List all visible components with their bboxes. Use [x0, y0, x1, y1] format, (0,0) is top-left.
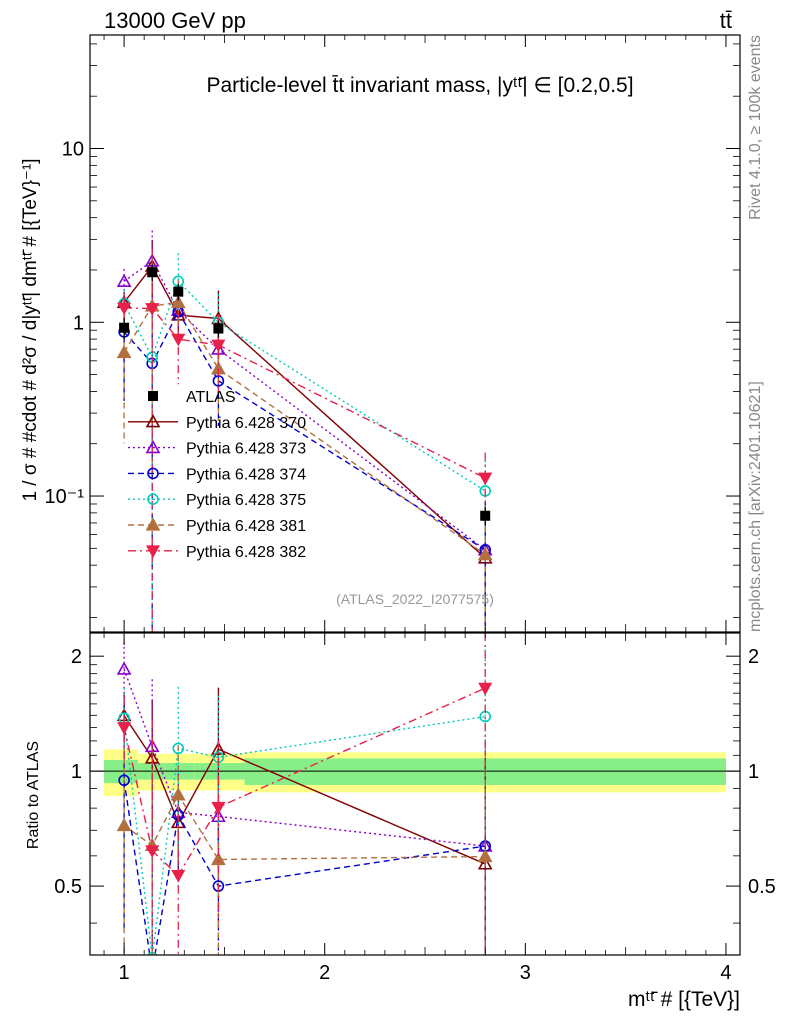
legend: ATLAS Pythia 6.428 370 Pythia 6.428 373 Pyt…	[128, 389, 306, 561]
series-point-4-0	[116, 344, 132, 359]
legend-label-5: Pythia 6.428 382	[186, 544, 306, 561]
watermark: (ATLAS_2022_I2077575)	[336, 591, 494, 607]
ratio-series-layer	[116, 633, 493, 976]
series-point-5-4	[478, 472, 493, 486]
ratio-point-1-0	[116, 661, 132, 675]
series-point-5-3	[211, 339, 226, 353]
data-point-2	[173, 286, 184, 297]
legend-label-0: Pythia 6.428 370	[186, 415, 306, 432]
legend-marker-1	[145, 439, 161, 454]
ratio-tick-label-0: 0.5	[54, 876, 82, 898]
legend-marker-3	[147, 493, 159, 506]
x-tick-label-2: 3	[520, 962, 531, 984]
ratio-point-5-3	[211, 801, 226, 815]
legend-label-data: ATLAS	[186, 389, 236, 406]
ratio-point-5-4	[478, 682, 493, 696]
series-point-1-0	[116, 273, 132, 287]
ratio-point-2-0	[118, 774, 130, 787]
ratio-tick-label-right-1: 1	[748, 761, 759, 783]
ratio-tick-label-2: 2	[71, 646, 82, 668]
legend-label-1: Pythia 6.428 373	[186, 441, 306, 458]
series-point-5-0	[117, 302, 132, 316]
series-point-5-1	[145, 303, 160, 316]
y-tick-label-1: 1	[73, 312, 84, 334]
main-series-layer	[116, 230, 493, 632]
data-point-1	[147, 267, 158, 278]
x-tick-label-3: 4	[720, 962, 731, 984]
legend-marker-data	[148, 391, 158, 401]
side-label-mcplots: mcplots.cern.ch [arXiv:2401.10621]	[747, 381, 764, 632]
data-point-3	[213, 323, 224, 334]
header-left: 13000 GeV pp	[104, 8, 246, 33]
ratio-panel-frame	[89, 632, 741, 956]
ratio-tick-label-1: 1	[71, 761, 82, 783]
legend-marker-2	[147, 467, 159, 480]
x-tick-label-1: 2	[319, 962, 330, 984]
y-tick-label-2: 10	[62, 139, 84, 161]
ratio-point-4-0	[116, 817, 132, 832]
axes-layer: 1 2 3 4 10⁻¹ 1 10 0.5 0.5 1 1 2 2	[45, 35, 776, 984]
ratio-y-axis-label: Ratio to ATLAS	[25, 741, 42, 849]
x-axis-label: mᵗᵗ̄ # [{TeV}]	[628, 988, 740, 1011]
data-point-4	[480, 510, 491, 521]
legend-label-4: Pythia 6.428 381	[186, 518, 306, 535]
ratio-uncertainty-bands	[90, 749, 740, 797]
legend-marker-5	[145, 545, 161, 559]
legend-label-3: Pythia 6.428 375	[186, 492, 306, 509]
ratio-point-5-2	[171, 869, 186, 883]
ratio-point-4-4	[477, 848, 493, 863]
y-tick-label-0: 10⁻¹	[45, 486, 85, 508]
ratio-point-0-3	[211, 741, 226, 755]
x-tick-label-0: 1	[119, 962, 130, 984]
legend-marker-0	[145, 414, 161, 428]
ratio-point-3-2	[172, 742, 185, 755]
side-label-rivet: Rivet 4.1.0, ≥ 100k events	[747, 35, 764, 220]
data-point-0	[119, 322, 130, 333]
main-panel-frame	[89, 34, 741, 633]
ratio-point-5-1	[145, 845, 160, 859]
ratio-point-4-2	[170, 787, 186, 801]
ratio-point-4-3	[211, 851, 226, 866]
series-point-4-4	[477, 546, 493, 561]
series-point-4-2	[170, 294, 186, 309]
ratio-tick-label-right-0: 0.5	[748, 876, 776, 898]
legend-label-2: Pythia 6.428 374	[186, 466, 306, 483]
ratio-point-0-4	[477, 856, 493, 870]
chart-title: Particle-level t̄t invariant mass, |yᵗᵗ̄…	[206, 74, 633, 97]
header-right: tt̄	[720, 8, 732, 33]
ratio-point-2-1	[147, 966, 157, 976]
series-point-5-2	[171, 333, 186, 347]
series-line-5	[124, 307, 486, 479]
ratio-tick-label-right-2: 2	[748, 646, 759, 668]
legend-marker-4	[145, 517, 161, 531]
y-axis-label: 1 / σ # #cdot # d²σ / d|yᵗᵗ̄| dmᵗᵗ̄ # [{…	[20, 158, 41, 501]
ratio-point-5-0	[117, 722, 132, 735]
